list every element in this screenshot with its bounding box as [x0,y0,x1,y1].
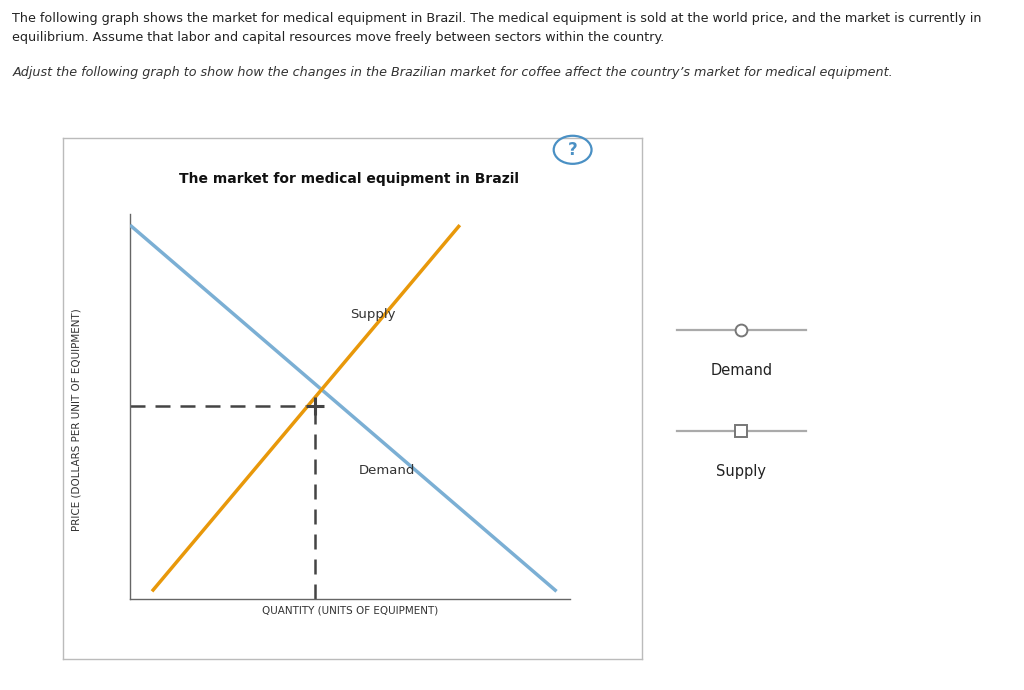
Text: The following graph shows the market for medical equipment in Brazil. The medica: The following graph shows the market for… [12,12,982,26]
Text: PRICE (DOLLARS PER UNIT OF EQUIPMENT): PRICE (DOLLARS PER UNIT OF EQUIPMENT) [72,308,81,531]
Text: ?: ? [567,141,578,159]
Text: Demand: Demand [358,464,415,477]
Text: Demand: Demand [711,363,772,378]
Text: Adjust the following graph to show how the changes in the Brazilian market for c: Adjust the following graph to show how t… [12,66,893,79]
Text: equilibrium. Assume that labor and capital resources move freely between sectors: equilibrium. Assume that labor and capit… [12,31,665,44]
Text: Supply: Supply [717,464,766,479]
Text: Supply: Supply [350,308,395,322]
Text: The market for medical equipment in Brazil: The market for medical equipment in Braz… [179,172,519,186]
X-axis label: QUANTITY (UNITS OF EQUIPMENT): QUANTITY (UNITS OF EQUIPMENT) [262,606,438,616]
